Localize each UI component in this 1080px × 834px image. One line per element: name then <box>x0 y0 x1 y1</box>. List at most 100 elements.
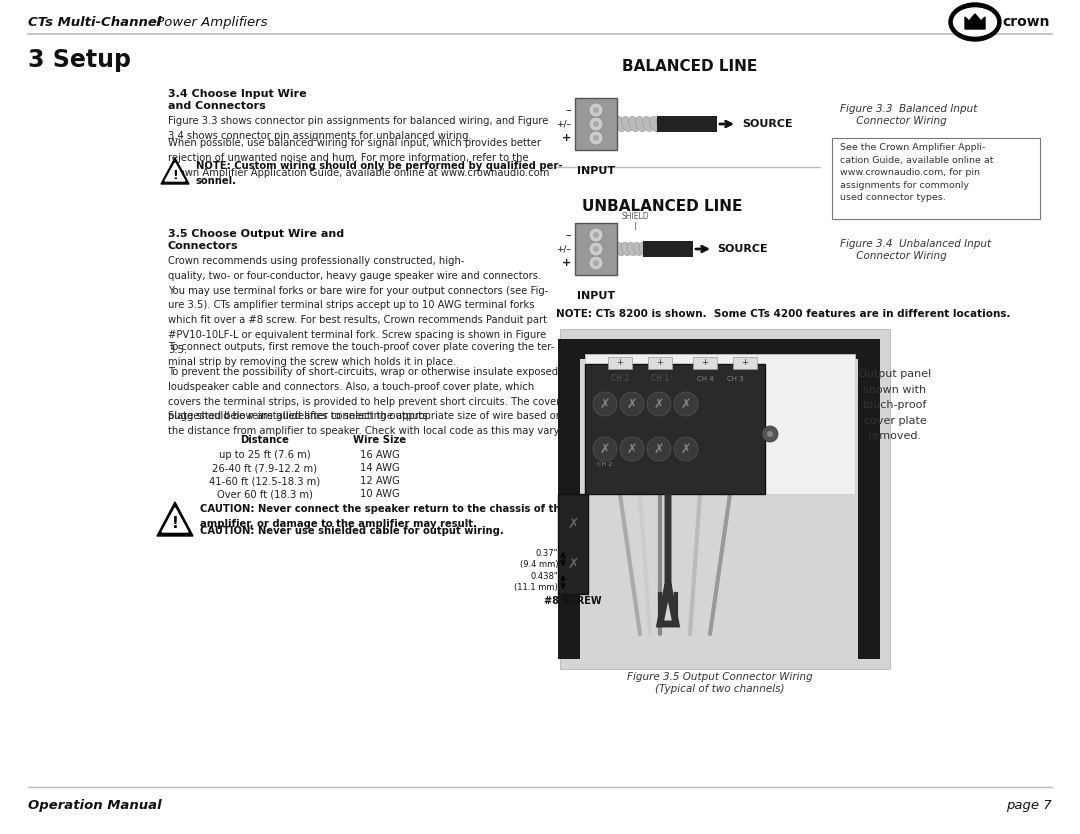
Polygon shape <box>162 508 188 532</box>
Text: ✗: ✗ <box>567 517 579 531</box>
FancyBboxPatch shape <box>832 138 1040 219</box>
Circle shape <box>593 107 599 113</box>
Text: When possible, use balanced wiring for signal input, which provides better
rejec: When possible, use balanced wiring for s… <box>168 138 550 178</box>
FancyBboxPatch shape <box>558 339 880 359</box>
Text: and Connectors: and Connectors <box>168 101 266 111</box>
Text: 10 AWG: 10 AWG <box>360 489 400 499</box>
Text: NOTE: CTs 8200 is shown.  Some CTs 4200 features are in different locations.: NOTE: CTs 8200 is shown. Some CTs 4200 f… <box>556 309 1011 319</box>
Text: ✗: ✗ <box>680 443 691 455</box>
Circle shape <box>767 431 773 437</box>
Text: 0.37"
(9.4 mm): 0.37" (9.4 mm) <box>519 550 558 569</box>
Text: To prevent the possibility of short-circuits, wrap or otherwise insulate exposed: To prevent the possibility of short-circ… <box>168 367 561 421</box>
Ellipse shape <box>629 116 639 132</box>
Circle shape <box>593 437 617 461</box>
Text: +: + <box>562 258 571 268</box>
Text: page 7: page 7 <box>1007 800 1052 812</box>
Text: Distance: Distance <box>241 435 289 445</box>
Text: Figure 3.5 Output Connector Wiring
(Typical of two channels): Figure 3.5 Output Connector Wiring (Typi… <box>627 672 813 694</box>
Text: NOTE: Custom wiring should only be performed by qualified per-
sonnel.: NOTE: Custom wiring should only be perfo… <box>195 161 563 186</box>
Ellipse shape <box>657 116 667 132</box>
Text: To connect outputs, first remove the touch-proof cover plate covering the ter-
m: To connect outputs, first remove the tou… <box>168 342 554 367</box>
FancyBboxPatch shape <box>585 354 855 494</box>
Circle shape <box>593 121 599 127</box>
Text: 16 AWG: 16 AWG <box>360 450 400 460</box>
Text: Over 60 ft (18.3 m): Over 60 ft (18.3 m) <box>217 489 313 499</box>
Text: Crown recommends using professionally constructed, high-
quality, two- or four-c: Crown recommends using professionally co… <box>168 256 549 354</box>
Text: ✗: ✗ <box>599 443 610 455</box>
FancyBboxPatch shape <box>643 241 693 257</box>
FancyBboxPatch shape <box>608 357 632 369</box>
Circle shape <box>647 437 671 461</box>
Text: –: – <box>565 105 571 115</box>
Text: UNBALANCED LINE: UNBALANCED LINE <box>582 198 742 214</box>
Polygon shape <box>966 14 985 29</box>
Text: 3 Setup: 3 Setup <box>28 48 131 72</box>
Ellipse shape <box>954 8 997 36</box>
Text: Figure 3.4  Unbalanced Input
     Connector Wiring: Figure 3.4 Unbalanced Input Connector Wi… <box>840 239 991 260</box>
Circle shape <box>593 246 599 252</box>
Text: 0.438"
(11.1 mm): 0.438" (11.1 mm) <box>514 572 558 591</box>
FancyBboxPatch shape <box>575 223 617 275</box>
Text: !: ! <box>172 515 178 530</box>
FancyBboxPatch shape <box>733 357 757 369</box>
Text: +: + <box>742 358 748 366</box>
Circle shape <box>589 117 603 131</box>
Text: Output panel
shown with
touch-proof
cover plate
removed.: Output panel shown with touch-proof cove… <box>859 369 932 441</box>
Text: CAUTION: Never use shielded cable for output wiring.: CAUTION: Never use shielded cable for ou… <box>200 526 503 536</box>
Circle shape <box>589 103 603 117</box>
Polygon shape <box>165 163 185 181</box>
Text: 41-60 ft (12.5-18.3 m): 41-60 ft (12.5-18.3 m) <box>210 476 321 486</box>
Circle shape <box>674 437 698 461</box>
Ellipse shape <box>639 242 649 256</box>
Text: up to 25 ft (7.6 m): up to 25 ft (7.6 m) <box>219 450 311 460</box>
Text: CH 2: CH 2 <box>611 374 629 383</box>
Ellipse shape <box>616 242 625 256</box>
Text: Suggested below are guidelines to select the appropriate size of wire based on
t: Suggested below are guidelines to select… <box>168 411 562 436</box>
Text: SOURCE: SOURCE <box>742 119 793 129</box>
Text: Connectors: Connectors <box>168 241 239 251</box>
Text: 3.5 Choose Output Wire and: 3.5 Choose Output Wire and <box>168 229 345 239</box>
Text: Wire Size: Wire Size <box>353 435 406 445</box>
Circle shape <box>593 392 617 416</box>
Text: 26-40 ft (7.9-12.2 m): 26-40 ft (7.9-12.2 m) <box>213 463 318 473</box>
FancyBboxPatch shape <box>558 494 588 594</box>
Circle shape <box>589 242 603 256</box>
Text: CH 2: CH 2 <box>597 461 612 466</box>
Polygon shape <box>161 158 189 184</box>
Text: SHIELD: SHIELD <box>621 212 649 221</box>
Text: BALANCED LINE: BALANCED LINE <box>622 58 758 73</box>
Circle shape <box>647 392 671 416</box>
Circle shape <box>674 392 698 416</box>
Text: CH 3: CH 3 <box>727 376 743 382</box>
Text: CH 1: CH 1 <box>651 374 670 383</box>
Text: ✗: ✗ <box>599 398 610 410</box>
Text: +: + <box>657 358 663 366</box>
Text: INPUT: INPUT <box>577 291 616 301</box>
Text: crown: crown <box>1002 15 1050 29</box>
Ellipse shape <box>949 3 1001 41</box>
Text: ✗: ✗ <box>626 398 637 410</box>
Text: ✗: ✗ <box>680 398 691 410</box>
Text: See the Crown Amplifier Appli-
cation Guide, available online at
www.crownaudio.: See the Crown Amplifier Appli- cation Gu… <box>840 143 994 202</box>
Text: CTs Multi-Channel: CTs Multi-Channel <box>28 16 161 28</box>
Text: –: – <box>565 230 571 240</box>
Text: Figure 3.3 shows connector pin assignments for balanced wiring, and Figure
3.4 s: Figure 3.3 shows connector pin assignmen… <box>168 116 549 141</box>
Circle shape <box>620 392 644 416</box>
Text: ✗: ✗ <box>653 398 664 410</box>
Circle shape <box>589 228 603 242</box>
Text: +: + <box>702 358 708 366</box>
Text: Power Amplifiers: Power Amplifiers <box>152 16 268 28</box>
FancyBboxPatch shape <box>561 329 890 669</box>
Text: CH 4: CH 4 <box>697 376 713 382</box>
Text: 14 AWG: 14 AWG <box>360 463 400 473</box>
Ellipse shape <box>633 242 643 256</box>
Circle shape <box>620 437 644 461</box>
Text: CAUTION: Never connect the speaker return to the chassis of the
amplifier, or da: CAUTION: Never connect the speaker retur… <box>200 504 567 529</box>
Text: SOURCE: SOURCE <box>717 244 768 254</box>
Text: +: + <box>617 358 623 366</box>
Ellipse shape <box>615 116 625 132</box>
Circle shape <box>593 232 599 238</box>
Circle shape <box>589 256 603 270</box>
Ellipse shape <box>663 116 674 132</box>
Text: Operation Manual: Operation Manual <box>28 800 162 812</box>
